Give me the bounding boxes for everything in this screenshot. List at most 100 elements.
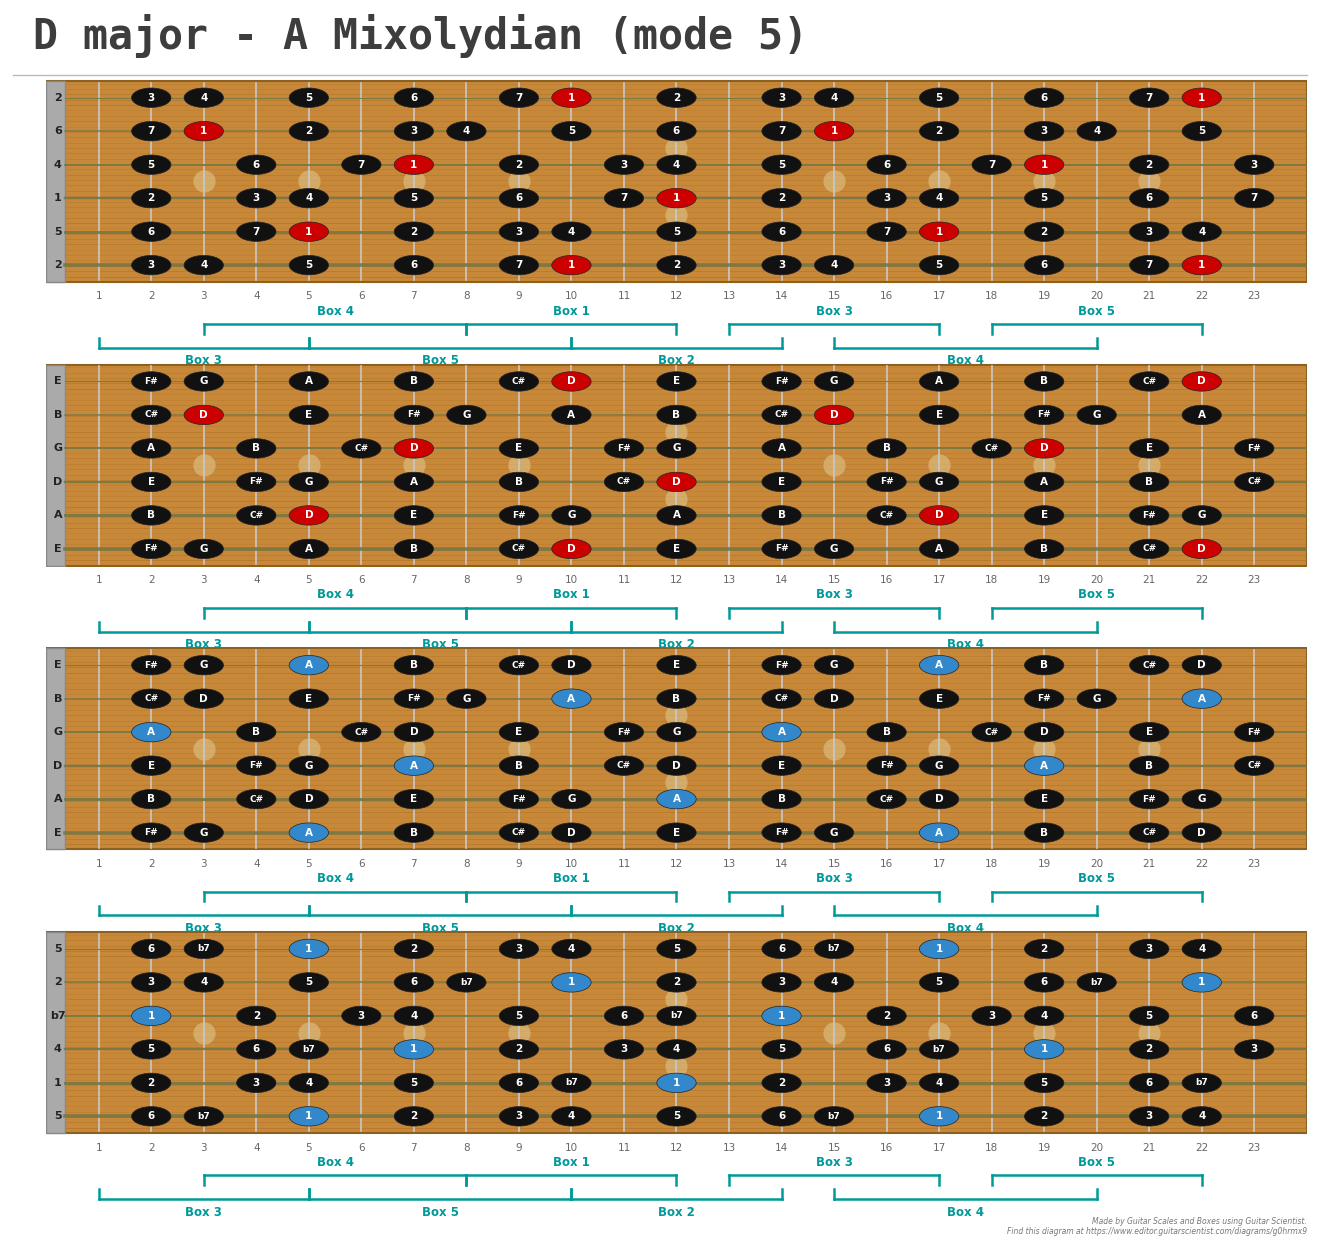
Text: D: D <box>53 477 62 487</box>
Ellipse shape <box>552 255 591 275</box>
Ellipse shape <box>762 155 801 175</box>
Text: A: A <box>305 828 313 838</box>
Text: 4: 4 <box>1199 1111 1205 1121</box>
Text: 9: 9 <box>516 291 523 301</box>
Text: E: E <box>54 828 62 838</box>
Text: 7: 7 <box>515 260 523 270</box>
Ellipse shape <box>395 689 433 709</box>
Text: 3: 3 <box>777 93 785 103</box>
Ellipse shape <box>605 188 644 208</box>
Ellipse shape <box>552 506 591 525</box>
Text: 14: 14 <box>775 575 788 585</box>
Text: Box 2: Box 2 <box>659 638 694 652</box>
Ellipse shape <box>657 255 696 275</box>
Text: 5: 5 <box>305 575 312 585</box>
Ellipse shape <box>1024 1106 1064 1126</box>
Text: 6: 6 <box>1040 978 1048 987</box>
Text: b7: b7 <box>565 1078 578 1088</box>
Text: D: D <box>568 377 576 387</box>
Text: 6: 6 <box>883 1044 890 1054</box>
Text: 1: 1 <box>54 1078 62 1088</box>
Text: 1: 1 <box>54 193 62 203</box>
Text: 5: 5 <box>1199 126 1205 136</box>
Ellipse shape <box>762 789 801 809</box>
Ellipse shape <box>289 973 329 992</box>
Text: 4: 4 <box>568 944 576 954</box>
Ellipse shape <box>1130 539 1170 559</box>
Ellipse shape <box>657 188 696 208</box>
Ellipse shape <box>499 756 539 776</box>
Ellipse shape <box>499 939 539 959</box>
Text: 6: 6 <box>252 1044 260 1054</box>
Text: 7: 7 <box>148 126 154 136</box>
Ellipse shape <box>1024 655 1064 675</box>
Text: 16: 16 <box>880 575 894 585</box>
Text: 5: 5 <box>1040 1078 1048 1088</box>
Text: 2: 2 <box>777 1078 785 1088</box>
Ellipse shape <box>132 155 172 175</box>
Text: E: E <box>777 477 785 487</box>
Text: 6: 6 <box>1040 93 1048 103</box>
Ellipse shape <box>1024 121 1064 141</box>
Ellipse shape <box>289 472 329 492</box>
Ellipse shape <box>920 939 958 959</box>
Ellipse shape <box>289 689 329 709</box>
Text: 3: 3 <box>620 1044 627 1054</box>
Ellipse shape <box>1130 756 1170 776</box>
Text: 4: 4 <box>201 93 207 103</box>
Text: F#: F# <box>1038 694 1051 704</box>
Text: 5: 5 <box>777 160 785 170</box>
Text: b7: b7 <box>671 1011 682 1021</box>
Ellipse shape <box>552 1073 591 1093</box>
Ellipse shape <box>395 756 433 776</box>
Text: 3: 3 <box>515 1111 523 1121</box>
Text: D: D <box>305 510 313 520</box>
Ellipse shape <box>342 1006 381 1026</box>
Text: 4: 4 <box>253 291 260 301</box>
Text: 2: 2 <box>252 1011 260 1021</box>
Ellipse shape <box>657 121 696 141</box>
Text: 23: 23 <box>1247 575 1261 585</box>
Text: 4: 4 <box>936 1078 942 1088</box>
Ellipse shape <box>1024 939 1064 959</box>
Ellipse shape <box>236 1073 276 1093</box>
Text: 2: 2 <box>148 575 154 585</box>
Ellipse shape <box>1077 121 1117 141</box>
Ellipse shape <box>814 539 854 559</box>
Text: B: B <box>777 794 785 804</box>
Text: 5: 5 <box>568 126 576 136</box>
Text: 6: 6 <box>148 227 154 237</box>
Text: B: B <box>515 761 523 771</box>
Text: 5: 5 <box>936 978 942 987</box>
Text: C#: C# <box>1247 477 1262 487</box>
Text: C#: C# <box>512 377 525 385</box>
Ellipse shape <box>446 973 486 992</box>
Text: 14: 14 <box>775 1142 788 1152</box>
Ellipse shape <box>867 506 907 525</box>
Ellipse shape <box>657 539 696 559</box>
Text: 5: 5 <box>54 1111 62 1121</box>
Ellipse shape <box>1181 655 1221 675</box>
Ellipse shape <box>289 222 329 242</box>
Ellipse shape <box>183 121 223 141</box>
Text: D: D <box>1197 544 1206 554</box>
Ellipse shape <box>814 88 854 108</box>
Text: D: D <box>935 510 944 520</box>
Text: A: A <box>53 510 62 520</box>
Text: E: E <box>305 410 313 420</box>
Bar <box>46 364 65 566</box>
Text: G: G <box>1093 694 1101 704</box>
Text: C#: C# <box>249 794 264 804</box>
Ellipse shape <box>867 188 907 208</box>
Text: E: E <box>673 660 680 670</box>
Text: 3: 3 <box>1146 227 1152 237</box>
Text: 1: 1 <box>568 260 576 270</box>
Text: 7: 7 <box>987 160 995 170</box>
Text: 4: 4 <box>463 126 470 136</box>
Ellipse shape <box>132 1040 172 1059</box>
Text: G: G <box>305 477 313 487</box>
Ellipse shape <box>920 823 958 843</box>
Ellipse shape <box>657 789 696 809</box>
Ellipse shape <box>1130 1073 1170 1093</box>
Ellipse shape <box>132 689 172 709</box>
